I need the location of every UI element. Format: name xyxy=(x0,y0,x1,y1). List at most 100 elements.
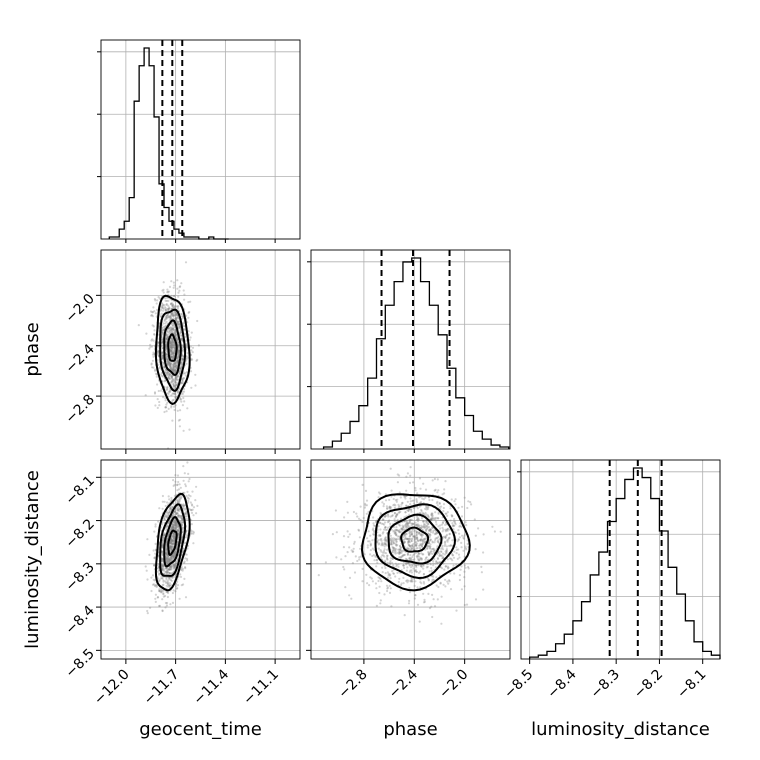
sample-point xyxy=(394,499,397,502)
sample-point xyxy=(409,519,412,522)
sample-point xyxy=(383,548,386,551)
sample-point xyxy=(173,370,176,373)
sample-point xyxy=(180,282,183,285)
sample-point xyxy=(144,565,147,568)
sample-point xyxy=(458,536,461,539)
sample-point xyxy=(168,498,171,501)
sample-point xyxy=(432,518,436,521)
sample-point xyxy=(171,357,174,360)
sample-point xyxy=(412,547,415,551)
sample-point xyxy=(187,480,190,483)
sample-point xyxy=(172,537,176,541)
sample-point xyxy=(178,326,181,329)
sample-point xyxy=(391,550,394,553)
sample-point xyxy=(395,544,398,547)
sample-point xyxy=(158,588,161,591)
sample-point xyxy=(402,525,405,528)
sample-point xyxy=(175,526,178,529)
sample-point xyxy=(177,514,180,517)
sample-point xyxy=(176,509,179,512)
sample-point xyxy=(169,542,173,545)
sample-point xyxy=(428,539,432,542)
sample-point xyxy=(165,388,168,391)
sample-point xyxy=(432,547,435,550)
sample-point xyxy=(162,291,165,294)
sample-point xyxy=(161,609,164,613)
sample-point xyxy=(436,557,440,561)
sample-point xyxy=(427,592,430,596)
sample-point xyxy=(449,572,452,575)
sample-point xyxy=(172,363,175,366)
sample-point xyxy=(170,345,173,348)
sample-point xyxy=(169,343,172,346)
sample-point xyxy=(168,511,171,514)
sample-point xyxy=(419,543,422,547)
sample-point xyxy=(176,361,179,364)
sample-point xyxy=(153,563,156,567)
sample-point xyxy=(156,398,159,401)
sample-point xyxy=(153,333,156,336)
sample-point xyxy=(394,515,398,518)
sample-point xyxy=(419,533,422,536)
sample-point xyxy=(184,567,187,570)
sample-point xyxy=(175,361,178,364)
sample-point xyxy=(166,360,169,363)
sample-point xyxy=(435,537,438,540)
sample-point xyxy=(165,554,169,557)
sample-point xyxy=(420,534,423,537)
sample-point xyxy=(412,481,415,484)
sample-point xyxy=(161,569,164,572)
sample-point xyxy=(446,540,449,543)
sample-point xyxy=(165,538,169,541)
sample-point xyxy=(390,540,393,543)
sample-point xyxy=(449,519,452,522)
sample-point xyxy=(175,320,178,323)
sample-point xyxy=(378,576,381,580)
sample-point xyxy=(474,534,477,537)
sample-point xyxy=(384,537,387,541)
sample-point xyxy=(358,536,361,539)
sample-point xyxy=(379,549,382,552)
sample-point xyxy=(162,533,165,537)
sample-point xyxy=(422,513,425,516)
sample-point xyxy=(393,520,396,523)
sample-point xyxy=(158,404,161,407)
contour-level-1 xyxy=(163,516,182,568)
sample-point xyxy=(394,575,397,578)
sample-point xyxy=(391,561,394,565)
sample-point xyxy=(452,524,455,527)
sample-point xyxy=(388,562,392,565)
sample-point xyxy=(163,517,166,521)
sample-point xyxy=(182,526,185,530)
sample-point xyxy=(172,567,175,570)
sample-point xyxy=(175,560,178,563)
sample-point xyxy=(180,315,184,318)
sample-point xyxy=(410,533,414,536)
sample-point xyxy=(172,343,175,346)
sample-point xyxy=(416,586,419,589)
sample-point xyxy=(364,489,368,492)
sample-point xyxy=(169,367,172,370)
sample-point xyxy=(439,527,442,530)
contour-level-2 xyxy=(159,503,187,577)
sample-point xyxy=(168,365,172,368)
sample-point xyxy=(415,534,418,537)
sample-point xyxy=(169,507,172,510)
sample-point xyxy=(416,556,419,559)
sample-point xyxy=(172,552,175,555)
sample-point xyxy=(167,568,171,571)
sample-point xyxy=(172,557,175,560)
sample-point xyxy=(433,557,436,561)
sample-point xyxy=(176,529,180,532)
sample-point xyxy=(174,381,177,384)
sample-point xyxy=(431,552,434,555)
sample-point xyxy=(176,356,179,359)
sample-point xyxy=(405,524,408,527)
x-tick-label-geocent_time: −11.7 xyxy=(141,667,183,709)
sample-point xyxy=(161,357,164,361)
sample-point xyxy=(169,565,172,569)
sample-point xyxy=(429,547,432,550)
sample-point xyxy=(177,535,180,539)
sample-point xyxy=(174,523,177,527)
sample-point xyxy=(182,390,186,393)
